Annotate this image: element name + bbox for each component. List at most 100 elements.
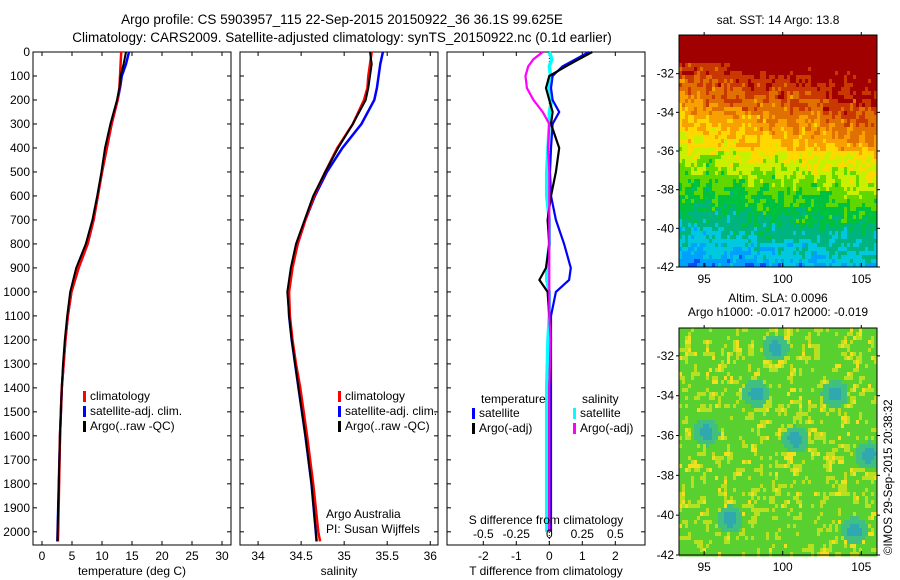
- map-cell: [832, 79, 836, 84]
- map-cell: [742, 75, 746, 80]
- map-cell: [790, 95, 794, 100]
- map-cell: [763, 203, 767, 208]
- map-cell: [691, 356, 695, 361]
- map-cell: [829, 91, 833, 96]
- map-cell: [766, 91, 770, 96]
- map-cell: [865, 259, 869, 264]
- map-cell: [757, 191, 761, 196]
- map-cell: [850, 336, 854, 341]
- map-cell: [826, 143, 830, 148]
- map-cell: [784, 131, 788, 136]
- map-cell: [802, 175, 806, 180]
- map-cell: [772, 55, 776, 60]
- map-cell: [706, 259, 710, 264]
- map-cell: [781, 139, 785, 144]
- map-cell: [796, 43, 800, 48]
- map-cell: [757, 179, 761, 184]
- map-cell: [787, 263, 791, 268]
- map-cell: [820, 356, 824, 361]
- map-cell: [679, 255, 683, 260]
- map-cell: [850, 328, 854, 333]
- map-cell: [706, 368, 710, 373]
- map-cell: [691, 344, 695, 349]
- map-cell: [847, 119, 851, 124]
- map-cell: [808, 239, 812, 244]
- map-cell: [799, 328, 803, 333]
- map-cell: [826, 243, 830, 248]
- map-cell: [793, 368, 797, 373]
- map-cell: [772, 263, 776, 268]
- map-cell: [868, 151, 872, 156]
- map-cell: [784, 207, 788, 212]
- map-cell: [724, 99, 728, 104]
- map-cell: [739, 332, 743, 337]
- map-cell: [733, 75, 737, 80]
- map-cell: [862, 143, 866, 148]
- map-cell: [850, 99, 854, 104]
- map-cell: [841, 175, 845, 180]
- map-cell: [829, 95, 833, 100]
- map-cell: [730, 159, 734, 164]
- map-cell: [835, 47, 839, 52]
- map-cell: [688, 163, 692, 168]
- map-cell: [700, 55, 704, 60]
- map-cell: [688, 344, 692, 349]
- map-cell: [823, 211, 827, 216]
- map-cell: [730, 79, 734, 84]
- map-cell: [751, 59, 755, 64]
- map-cell: [715, 231, 719, 236]
- map-cell: [694, 364, 698, 369]
- map-cell: [748, 183, 752, 188]
- map-cell: [796, 39, 800, 44]
- map-cell: [847, 95, 851, 100]
- y-tick-label: -42: [657, 260, 675, 274]
- map-cell: [853, 159, 857, 164]
- map-cell: [808, 356, 812, 361]
- map-cell: [868, 235, 872, 240]
- map-cell: [850, 251, 854, 256]
- map-cell: [781, 159, 785, 164]
- map-cell: [808, 376, 812, 381]
- map-cell: [856, 183, 860, 188]
- map-cell: [760, 87, 764, 92]
- map-cell: [718, 147, 722, 152]
- map-cell: [787, 203, 791, 208]
- map-cell: [727, 191, 731, 196]
- map-cell: [727, 59, 731, 64]
- map-cell: [814, 328, 818, 333]
- map-cell: [814, 83, 818, 88]
- map-cell: [685, 87, 689, 92]
- map-cell: [691, 352, 695, 357]
- map-cell: [685, 155, 689, 160]
- map-cell: [685, 123, 689, 128]
- map-cell: [733, 143, 737, 148]
- map-cell: [769, 43, 773, 48]
- map-cell: [871, 356, 875, 361]
- map-cell: [739, 356, 743, 361]
- map-cell: [682, 191, 686, 196]
- map-cell: [820, 215, 824, 220]
- map-cell: [862, 199, 866, 204]
- map-cell: [850, 195, 854, 200]
- map-cell: [715, 344, 719, 349]
- map-cell: [694, 247, 698, 252]
- map-cell: [859, 103, 863, 108]
- map-cell: [736, 63, 740, 68]
- map-cell: [823, 87, 827, 92]
- map-cell: [706, 247, 710, 252]
- map-cell: [697, 380, 701, 385]
- map-cell: [712, 243, 716, 248]
- map-cell: [859, 159, 863, 164]
- map-cell: [874, 215, 878, 220]
- map-cell: [748, 231, 752, 236]
- map-cell: [853, 67, 857, 72]
- map-cell: [790, 179, 794, 184]
- map-cell: [775, 115, 779, 120]
- map-cell: [748, 360, 752, 365]
- map-cell: [802, 103, 806, 108]
- map-cell: [712, 223, 716, 228]
- map-cell: [853, 328, 857, 333]
- map-cell: [865, 195, 869, 200]
- map-cell: [790, 340, 794, 345]
- map-cell: [838, 239, 842, 244]
